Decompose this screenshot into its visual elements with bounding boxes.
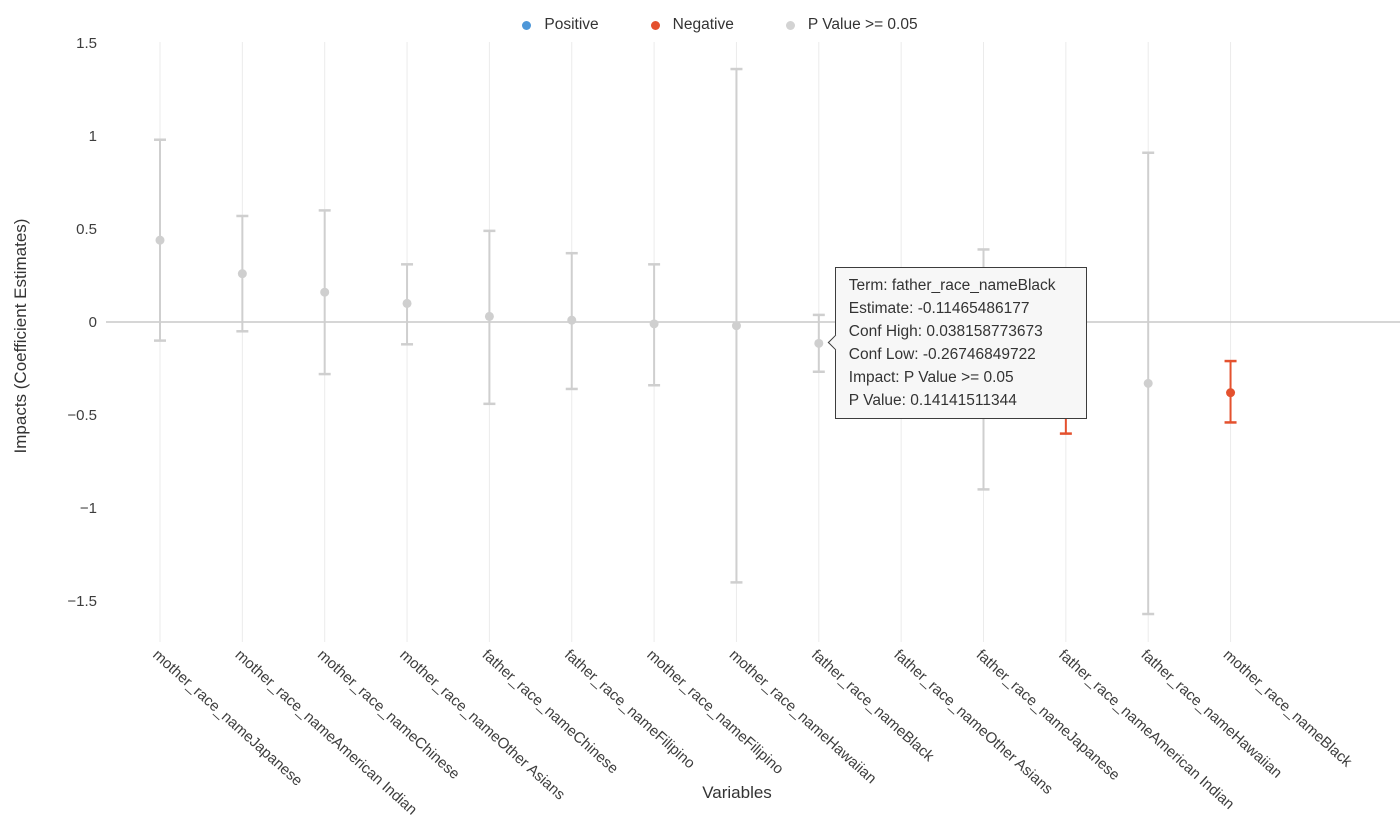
estimate-point[interactable] — [320, 287, 330, 297]
estimate-point[interactable] — [731, 321, 741, 331]
pvalue-legend-dot-icon — [785, 20, 795, 30]
estimate-point[interactable] — [155, 235, 165, 245]
tooltip-impact: Impact: P Value >= 0.05 — [848, 369, 1014, 387]
x-tick-label: mother_race_nameOther Asians — [396, 646, 568, 803]
estimate-point[interactable] — [1143, 378, 1153, 388]
estimate-point[interactable] — [484, 311, 494, 321]
tooltip: Term: father_race_nameBlack Estimate: -0… — [834, 267, 1087, 420]
x-tick-label: father_race_nameChinese — [479, 646, 622, 777]
tooltip-p-value: P Value: 0.14141511344 — [848, 392, 1017, 410]
x-tick-label: mother_race_nameAmerican Indian — [232, 646, 421, 818]
x-tick-label: mother_race_nameJapanese — [149, 646, 305, 789]
y-axis-title: Impacts (Coefficient Estimates) — [11, 219, 30, 454]
estimate-point[interactable] — [814, 338, 824, 348]
estimate-point[interactable] — [567, 315, 577, 325]
y-tick-label: −0.5 — [67, 407, 97, 424]
y-tick-label: −1 — [80, 500, 97, 517]
x-tick-label: father_race_nameOther Asians — [890, 646, 1056, 798]
x-tick-label: father_race_nameHawaiian — [1138, 646, 1286, 781]
legend-label-negative: Negative — [672, 16, 734, 33]
legend-label-positive: Positive — [544, 16, 599, 33]
estimate-point[interactable] — [402, 298, 412, 308]
x-axis-title: Variables — [702, 783, 772, 802]
legend-label-pvalue: P Value >= 0.05 — [807, 16, 918, 33]
legend-item-pvalue[interactable]: P Value >= 0.05 — [785, 16, 918, 34]
x-tick-label: mother_race_nameHawaiian — [726, 646, 880, 787]
x-tick-label: mother_race_nameFilipino — [643, 646, 786, 777]
y-tick-label: 1 — [89, 128, 97, 145]
estimate-point[interactable] — [237, 269, 247, 279]
tooltip-conf-high: Conf High: 0.038158773673 — [848, 323, 1043, 341]
y-tick-label: 1.5 — [76, 35, 97, 52]
legend: Positive Negative P Value >= 0.05 — [0, 16, 1400, 34]
y-tick-label: −1.5 — [67, 593, 97, 610]
negative-legend-dot-icon — [650, 20, 660, 30]
legend-item-negative[interactable]: Negative — [650, 16, 734, 34]
estimate-point[interactable] — [1226, 388, 1236, 398]
tooltip-conf-low: Conf Low: -0.26746849722 — [848, 346, 1036, 364]
y-tick-label: 0.5 — [76, 221, 97, 238]
tooltip-estimate: Estimate: -0.11465486177 — [848, 300, 1030, 318]
x-tick-label: mother_race_nameChinese — [314, 646, 463, 782]
x-tick-label: father_race_nameFilipino — [561, 646, 698, 772]
legend-item-positive[interactable]: Positive — [522, 16, 599, 34]
positive-legend-dot-icon — [522, 20, 532, 30]
estimate-point[interactable] — [649, 319, 659, 329]
x-tick-label: mother_race_nameBlack — [1220, 646, 1356, 771]
y-tick-label: 0 — [89, 314, 97, 331]
x-tick-label: father_race_nameAmerican Indian — [1055, 646, 1237, 813]
x-tick-label: father_race_nameJapanese — [973, 646, 1123, 784]
plot-layer: 1.5 1 0.5 0 −0.5 −1 −1.5 mother_race_nameJapane… — [67, 35, 1400, 819]
tooltip-term: Term: father_race_nameBlack — [848, 277, 1056, 295]
